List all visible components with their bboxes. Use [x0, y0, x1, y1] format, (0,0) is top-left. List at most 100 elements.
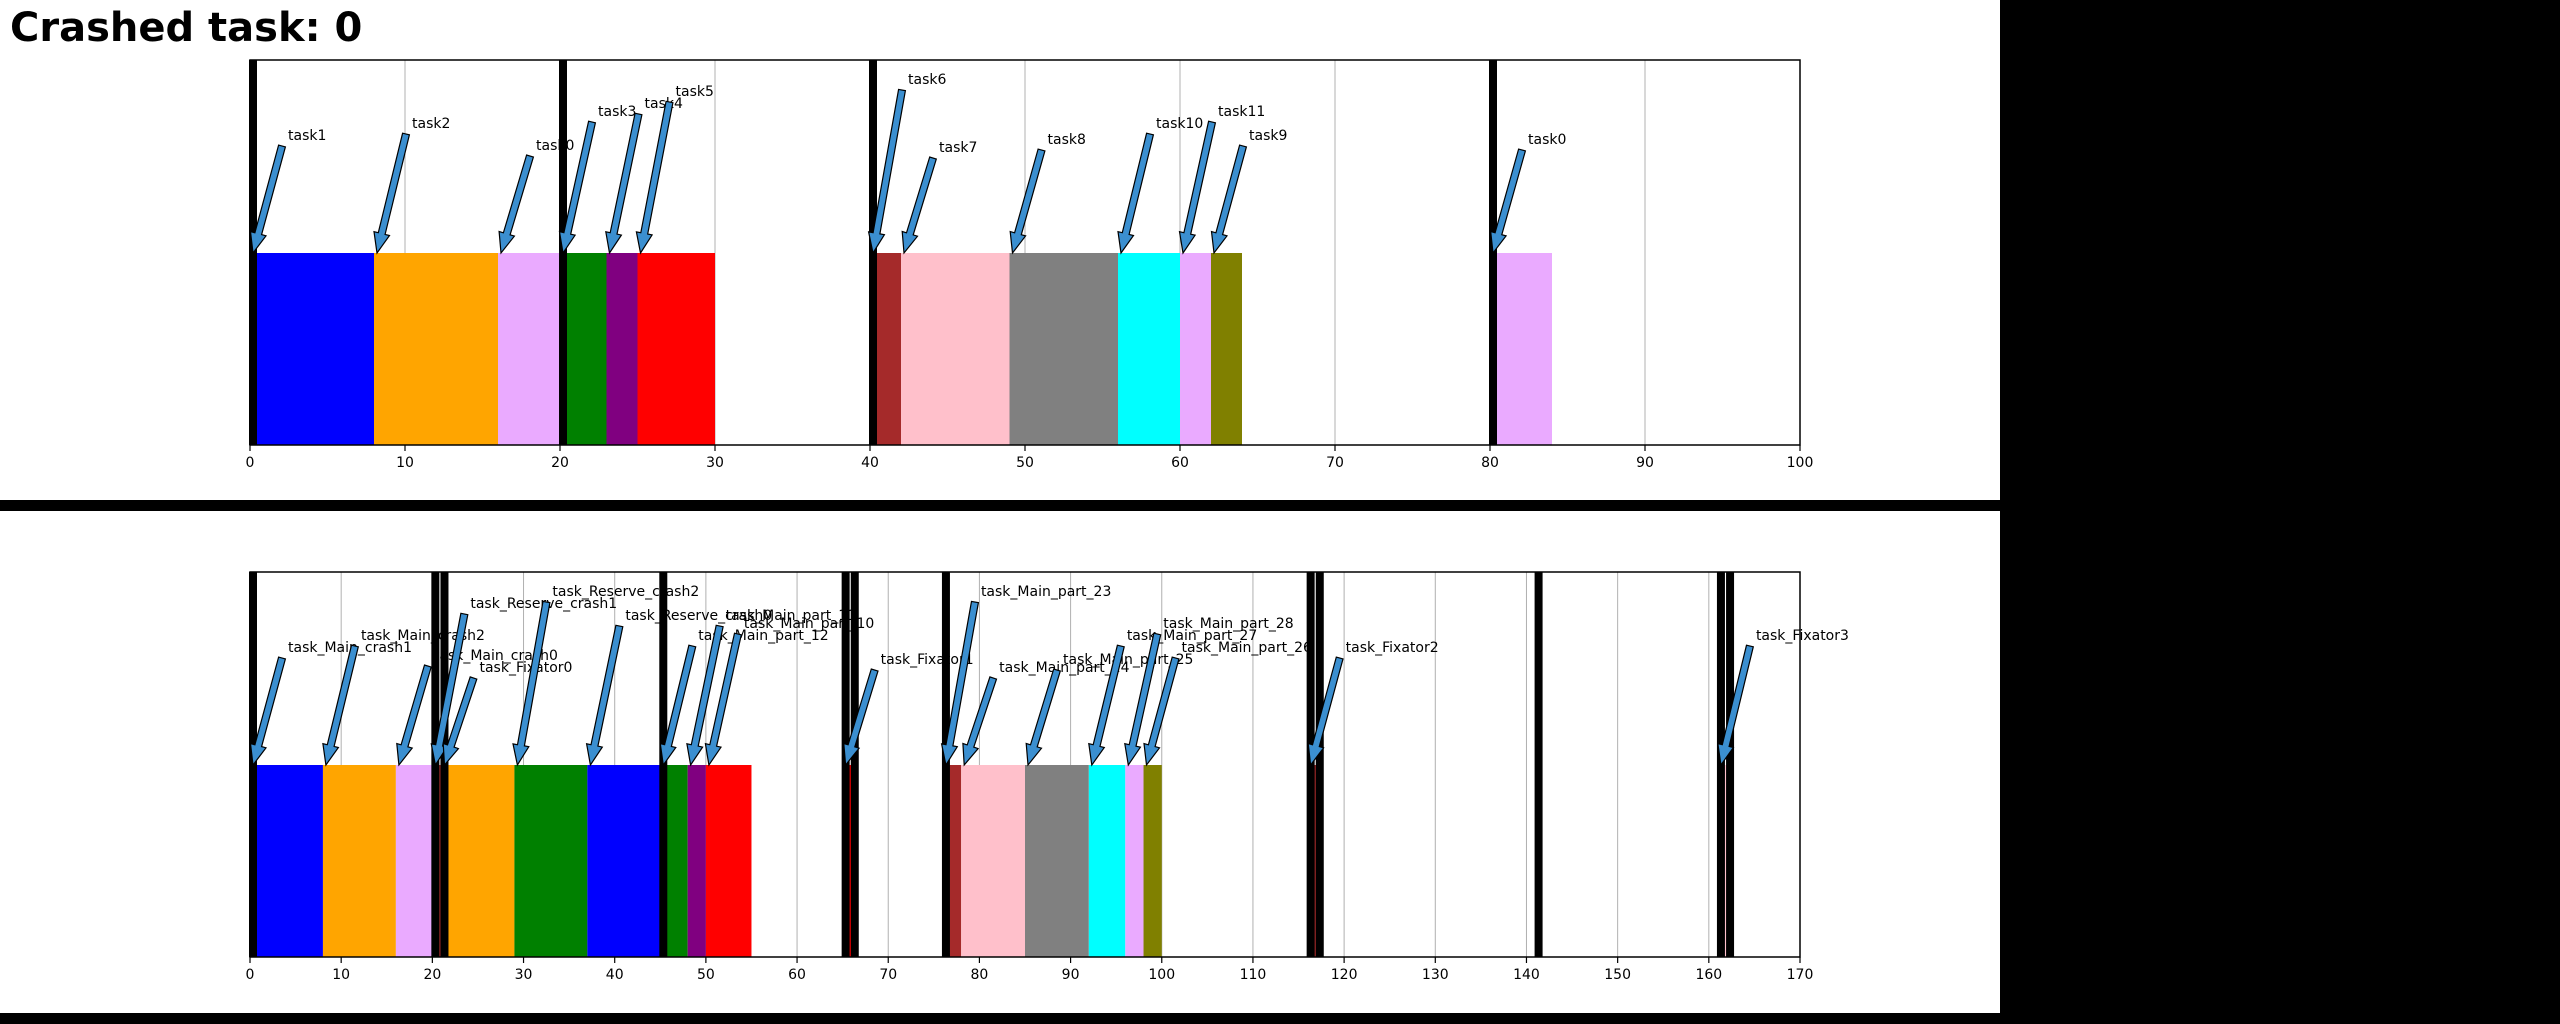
task-bar: [395, 765, 433, 957]
annotation-label: task_Main_part_28: [1163, 616, 1293, 632]
x-tick-label: 50: [697, 967, 715, 983]
annotation-label: task_Main_part_26: [1182, 640, 1313, 656]
x-tick-label: 20: [423, 967, 441, 983]
annotation-label: task2: [412, 116, 450, 132]
task-bar: [1211, 253, 1242, 445]
annotation-arrow: [940, 600, 980, 767]
annotation-arrow: [635, 100, 674, 255]
event-marker: [1726, 572, 1735, 957]
task-bar: [322, 765, 396, 957]
x-tick-label: 100: [1148, 967, 1175, 983]
panel-separator-bottom: [0, 1013, 2000, 1024]
annotation-label: task_Fixator3: [1756, 628, 1849, 644]
x-tick-label: 150: [1604, 967, 1631, 983]
event-marker: [1534, 572, 1543, 957]
annotation-arrow: [498, 154, 535, 255]
task-bar: [250, 253, 374, 445]
task-bar: [687, 765, 706, 957]
task-bar: [1118, 253, 1180, 445]
x-tick-label: 130: [1422, 967, 1449, 983]
annotation-arrow: [867, 88, 907, 255]
task-bar: [1088, 765, 1126, 957]
annotation-label: task8: [1048, 132, 1086, 148]
annotation-label: task_Main_part_25: [1063, 652, 1193, 668]
plot-frame: [249, 571, 1801, 958]
annotation-arrow: [1124, 632, 1162, 767]
annotation-arrow: [430, 612, 469, 767]
x-tick-label: 50: [1016, 455, 1034, 471]
x-tick-label: 110: [1240, 967, 1267, 983]
task-bar: [1143, 765, 1162, 957]
annotation-label: task_Main_part_23: [981, 584, 1111, 600]
x-tick-label: 70: [879, 967, 897, 983]
task-bar: [1125, 765, 1144, 957]
annotation-arrow: [249, 144, 287, 255]
annotation-label: task_Fixator1: [881, 652, 974, 668]
annotation-label: task_Main_part_11: [726, 608, 856, 624]
task-bar: [560, 253, 607, 445]
annotation-label: task_Main_crash1: [288, 640, 412, 656]
annotation-arrow: [249, 656, 287, 767]
task-bar: [441, 765, 515, 957]
annotation-label: task_Main_crash2: [361, 628, 485, 644]
gantt-chart-2: 0 10 20 30 40 50 60 70 80 90 100 110 120 130 140 150 160…: [246, 571, 1849, 983]
right-black-pane: [2000, 0, 2560, 1024]
task-bar: [1180, 253, 1211, 445]
annotation-label: task7: [939, 140, 977, 156]
annotation-arrow: [1717, 644, 1755, 767]
x-tick-label: 140: [1513, 967, 1540, 983]
x-tick-label: 20: [551, 455, 569, 471]
task-bar: [587, 765, 661, 957]
x-tick-label: 0: [246, 967, 255, 983]
x-tick-label: 30: [706, 455, 724, 471]
annotation-label: task9: [1249, 128, 1287, 144]
annotation-label: task_Reserve_crash2: [552, 584, 699, 600]
x-tick-label: 90: [1636, 455, 1654, 471]
annotation-label: task5: [676, 84, 714, 100]
task-bar: [498, 253, 560, 445]
x-tick-label: 120: [1331, 967, 1358, 983]
task-bar: [961, 765, 1025, 957]
x-tick-label: 160: [1695, 967, 1722, 983]
annotation-label: task0: [1528, 132, 1566, 148]
annotation-label: task4: [645, 96, 683, 112]
x-tick-label: 70: [1326, 455, 1344, 471]
task-bar: [606, 253, 638, 445]
x-tick-label: 100: [1787, 455, 1814, 471]
task-bar: [1025, 765, 1089, 957]
x-tick-label: 60: [788, 967, 806, 983]
annotation-arrow: [605, 112, 643, 255]
annotation-arrow: [686, 624, 724, 767]
event-marker: [1315, 572, 1324, 957]
annotation-label: task10: [1156, 116, 1203, 132]
x-tick-label: 10: [332, 967, 350, 983]
panel-separator-top: [0, 500, 2000, 511]
annotation-arrow: [322, 644, 360, 767]
annotation-arrow: [396, 664, 432, 767]
annotation-arrow: [1088, 644, 1125, 767]
annotation-arrow: [558, 120, 597, 255]
annotation-label: task_Main_part_24: [999, 660, 1130, 676]
task-bar: [901, 253, 1010, 445]
x-tick-label: 60: [1171, 455, 1189, 471]
annotation-arrow: [962, 676, 998, 767]
annotation-label: task0: [536, 138, 574, 154]
annotation-label: task_Fixator2: [1346, 640, 1439, 656]
annotation-arrow: [1178, 120, 1217, 255]
x-tick-label: 80: [1481, 455, 1499, 471]
task-bar: [1009, 253, 1118, 445]
annotation-arrow: [1490, 148, 1527, 255]
x-tick-label: 40: [861, 455, 879, 471]
gantt-chart-1: 0 10 20 30 40 50 60 70 80 90 100 task1 task2 task0 tas…: [246, 59, 1814, 471]
annotation-label: task_Reserve_crash0: [625, 608, 772, 624]
annotation-arrow: [585, 624, 624, 767]
annotation-label: task1: [288, 128, 326, 144]
annotation-label: task_Fixator0: [479, 660, 572, 676]
task-bar: [374, 253, 498, 445]
annotation-arrow: [512, 600, 551, 767]
annotation-arrow: [901, 156, 938, 255]
annotation-arrow: [1307, 656, 1344, 767]
x-tick-label: 40: [606, 967, 624, 983]
annotation-label: task_Main_part_10: [744, 616, 874, 632]
task-bar: [637, 253, 715, 445]
